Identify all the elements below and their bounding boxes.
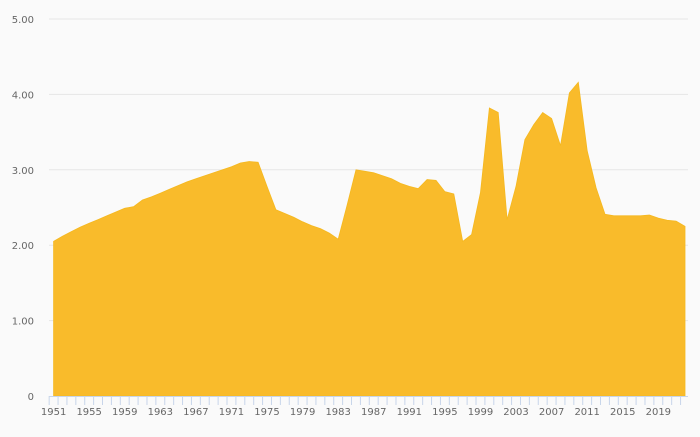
x-tick-label: 1971 — [219, 407, 244, 418]
x-tick-label: 2015 — [610, 407, 635, 418]
x-tick-label: 1959 — [112, 407, 137, 418]
y-tick-label: 5.00 — [12, 15, 34, 26]
x-tick-label: 1995 — [432, 407, 457, 418]
x-tick-label: 2011 — [574, 407, 599, 418]
y-tick-label: 1.00 — [12, 317, 34, 328]
y-tick-label: 2.00 — [12, 241, 34, 252]
x-tick-label: 1963 — [148, 407, 173, 418]
y-tick-label: 4.00 — [12, 90, 34, 101]
area-series — [53, 81, 686, 397]
x-tick-label: 2019 — [646, 407, 671, 418]
x-tick-label: 1951 — [41, 407, 66, 418]
y-tick-label: 0 — [28, 392, 34, 403]
x-tick-label: 2003 — [503, 407, 528, 418]
x-tick-label: 1983 — [325, 407, 350, 418]
x-axis: 1951 1955 1959 1963 1967 1971 1975 1979 1983 1987… — [41, 396, 688, 418]
y-tick-label: 3.00 — [12, 166, 34, 177]
x-tick-label: 1991 — [397, 407, 422, 418]
x-tick-label: 1979 — [290, 407, 315, 418]
x-tick-label: 2007 — [539, 407, 564, 418]
x-tick-label: 1967 — [183, 407, 208, 418]
x-tick-label: 1975 — [254, 407, 279, 418]
x-tick-label: 1999 — [468, 407, 493, 418]
x-tick-label: 1955 — [76, 407, 101, 418]
y-axis: 0 1.00 2.00 3.00 4.00 5.00 — [12, 15, 34, 403]
x-tick-label: 1987 — [361, 407, 386, 418]
